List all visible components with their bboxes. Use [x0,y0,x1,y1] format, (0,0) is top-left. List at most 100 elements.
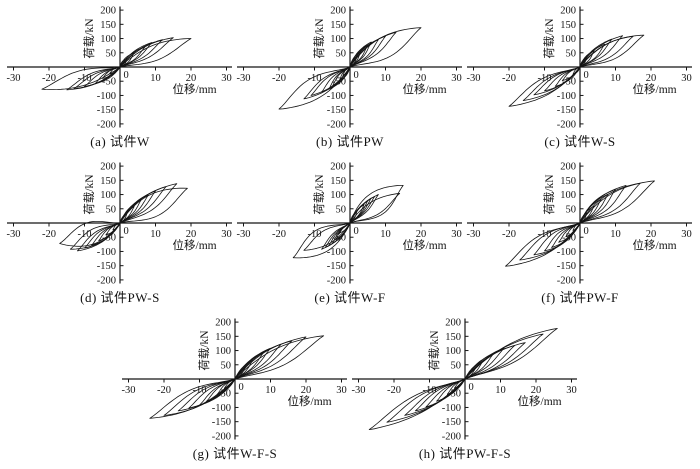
y-tick-label: -100 [442,403,461,414]
y-tick-label: -100 [97,91,116,102]
x-tick-label: -30 [237,229,251,240]
y-axis-title: 荷载/kN [428,330,441,371]
y-tick-label: -50 [102,233,116,244]
y-tick-label: -200 [327,275,346,286]
hysteresis-plot-PW-S: -30 -20 -10 10 20 30-200-150-100-505010015020… [7,162,232,286]
x-tick-label: 30 [451,73,462,84]
y-tick-label: -150 [327,105,346,116]
x-tick-label: 30 [221,73,232,84]
x-tick-label: 20 [301,385,312,396]
chart-caption: (f) 试件PW-F [541,290,619,305]
y-tick-label: -200 [442,431,461,442]
y-tick-label: -100 [97,247,116,258]
x-tick-label: -20 [502,73,516,84]
x-tick-label: -30 [122,385,136,396]
chart-cell-W-F: -30 -20 -10 10 20 30 -200 -150 -100 -50 50 100 150 20… [235,159,465,306]
y-tick-label: -200 [97,275,116,286]
x-tick-label: -10 [193,385,207,396]
y-tick-label: 50 [336,204,347,215]
x-tick-label: 20 [186,73,197,84]
y-tick-label: 150 [215,332,231,343]
hysteresis-loop [446,361,484,395]
y-tick-label: 50 [106,48,117,59]
x-tick-label: -30 [467,73,481,84]
origin-label: 0 [239,382,244,393]
x-tick-label: 20 [646,229,657,240]
hysteresis-plot-W-S: -30 -20 -10 10 20 30 -200 -150 -100 -50 50 100 150 20… [467,6,692,130]
hysteresis-loop [41,38,192,90]
x-axis-title: 位移/mm [403,82,447,96]
y-tick-label: 200 [445,318,461,329]
chart-cell-PW: -30 -20 -10 10 20 30 -200 -150 -100 -50 50 100 150 20… [235,3,465,150]
origin-label: 0 [354,70,359,81]
y-tick-label: -200 [97,119,116,130]
y-tick-label: 150 [100,20,116,31]
y-tick-label: 200 [100,162,116,173]
hysteresis-loop [223,366,247,389]
x-tick-label: 10 [265,385,276,396]
chart-cell-W: -30 -20 -10 10 20 30 -200 -150 -100 -50 50 100 150 20… [5,3,235,150]
y-tick-label: 100 [215,346,231,357]
y-tick-label: 200 [100,6,116,17]
y-tick-label: 100 [100,34,116,45]
chart-caption: (d) 试件PW-S [80,290,160,305]
x-tick-label: -10 [78,73,92,84]
x-tick-label: 30 [221,229,232,240]
hysteresis-loop [522,35,634,101]
x-tick-label: 30 [566,385,577,396]
hysteresis-loop [73,39,163,89]
y-tick-label: 200 [560,162,576,173]
y-tick-label: 200 [215,318,231,329]
x-tick-label: 30 [681,229,692,240]
hysteresis-loop [572,212,588,231]
x-tick-label: 10 [610,229,621,240]
y-tick-label: -100 [327,91,346,102]
x-tick-label: 30 [451,229,462,240]
chart-cell-PW-S: -30 -20 -10 10 20 30 -200 -150 -100 -50 50 100 150 20… [5,159,235,306]
figure-row-2: -30 -20 -10 10 20 30 -200 -150 -100 -50 50 100 150 20… [0,159,700,306]
x-tick-label: -10 [538,229,552,240]
x-tick-label: 10 [495,385,506,396]
y-axis-title: 荷载/kN [83,174,96,215]
chart-caption: (h) 试件PW-F-S [418,446,512,461]
y-tick-label: -150 [212,417,231,428]
x-tick-label: 20 [416,73,427,84]
y-tick-label: -100 [212,403,231,414]
hysteresis-loop [303,193,401,251]
y-axis-title: 荷载/kN [313,18,326,59]
hysteresis-plot-PW-F-S: -30 -20 -10 10 20 30-200-150-100-505010015020… [352,318,577,442]
x-tick-label: -20 [42,73,56,84]
y-tick-label: 50 [566,204,577,215]
y-tick-label: 50 [106,204,117,215]
y-tick-label: 100 [330,34,346,45]
hysteresis-loop [338,210,358,234]
x-tick-label: 10 [380,229,391,240]
x-axis-title: 位移/mm [173,238,217,252]
y-tick-label: -100 [327,247,346,258]
x-tick-label: 30 [681,73,692,84]
y-tick-label: 100 [560,190,576,201]
hysteresis-loop [572,56,588,75]
y-tick-label: -50 [217,389,231,400]
y-tick-label: 50 [566,48,577,59]
y-tick-label: 150 [560,176,576,187]
y-axis-title: 荷载/kN [543,174,556,215]
y-tick-label: 100 [560,34,576,45]
figure-row-3: -30 -20 -10 10 20 30 -200 -150 -100 -50 50 100 150 20… [0,315,700,462]
origin-label: 0 [584,226,589,237]
chart-cell-PW-F-S: -30 -20 -10 10 20 30 -200 -150 -100 -50 50 100 150 20… [350,315,580,462]
x-tick-label: -30 [237,73,251,84]
y-tick-label: -150 [442,417,461,428]
x-tick-label: -20 [502,229,516,240]
y-tick-label: -50 [562,77,576,88]
y-tick-label: 150 [560,20,576,31]
y-axis-title: 荷载/kN [313,174,326,215]
x-tick-label: -30 [467,229,481,240]
y-tick-label: 200 [330,6,346,17]
x-tick-label: -10 [538,73,552,84]
x-tick-label: 30 [336,385,347,396]
y-tick-label: 50 [451,360,462,371]
chart-cell-W-S: -30 -20 -10 10 20 30 -200 -150 -100 -50 50 100 150 20… [465,3,695,150]
x-tick-label: 20 [186,229,197,240]
